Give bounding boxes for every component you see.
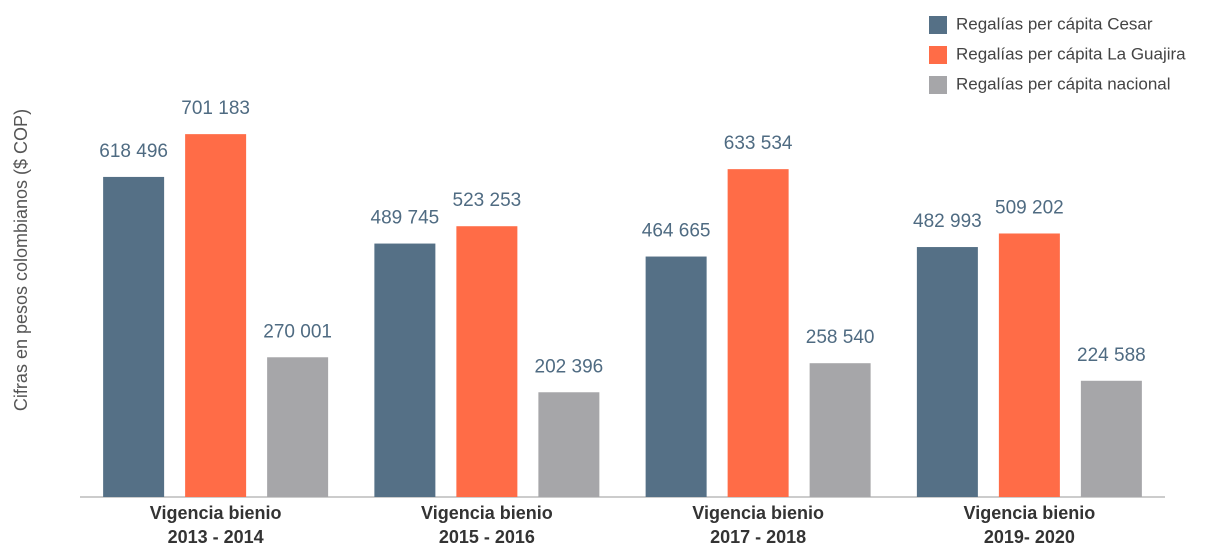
data-label: 701 183 xyxy=(181,98,250,119)
bar xyxy=(916,247,978,497)
data-label: 202 396 xyxy=(535,356,604,377)
bar xyxy=(809,363,871,497)
data-label: 270 001 xyxy=(263,321,332,342)
y-axis-label: Cifras en pesos colombianos ($ COP) xyxy=(11,109,31,411)
legend-swatch xyxy=(929,46,947,64)
x-tick-label: Vigencia bienio 2019- 2020 xyxy=(963,503,1096,547)
bar xyxy=(645,256,707,497)
data-label: 633 534 xyxy=(724,133,793,154)
bar xyxy=(103,176,165,497)
data-label: 224 588 xyxy=(1077,345,1146,366)
data-label: 618 496 xyxy=(99,141,168,162)
bar xyxy=(374,243,436,497)
data-label: 489 745 xyxy=(371,208,440,229)
x-tick-label: Vigencia bienio 2017 - 2018 xyxy=(692,503,824,547)
legend-label: Regalías per cápita La Guajira xyxy=(956,44,1186,63)
data-label: 464 665 xyxy=(642,221,711,242)
legend-swatch xyxy=(929,76,947,94)
legend-label: Regalías per cápita nacional xyxy=(956,74,1171,93)
bar xyxy=(1080,380,1142,497)
bar xyxy=(727,169,789,497)
bar xyxy=(998,233,1060,497)
bar xyxy=(185,134,247,497)
legend-swatch xyxy=(929,16,947,34)
data-label: 482 993 xyxy=(913,211,982,232)
x-tick-label: Vigencia bienio 2015 - 2016 xyxy=(421,503,553,547)
bar xyxy=(267,357,329,497)
legend-label: Regalías per cápita Cesar xyxy=(956,14,1153,33)
data-label: 258 540 xyxy=(806,327,875,348)
bar xyxy=(538,392,600,497)
data-label: 509 202 xyxy=(995,198,1064,219)
data-label: 523 253 xyxy=(453,190,522,211)
bar xyxy=(456,226,518,498)
x-tick-label: Vigencia bienio 2013 - 2014 xyxy=(149,503,282,547)
